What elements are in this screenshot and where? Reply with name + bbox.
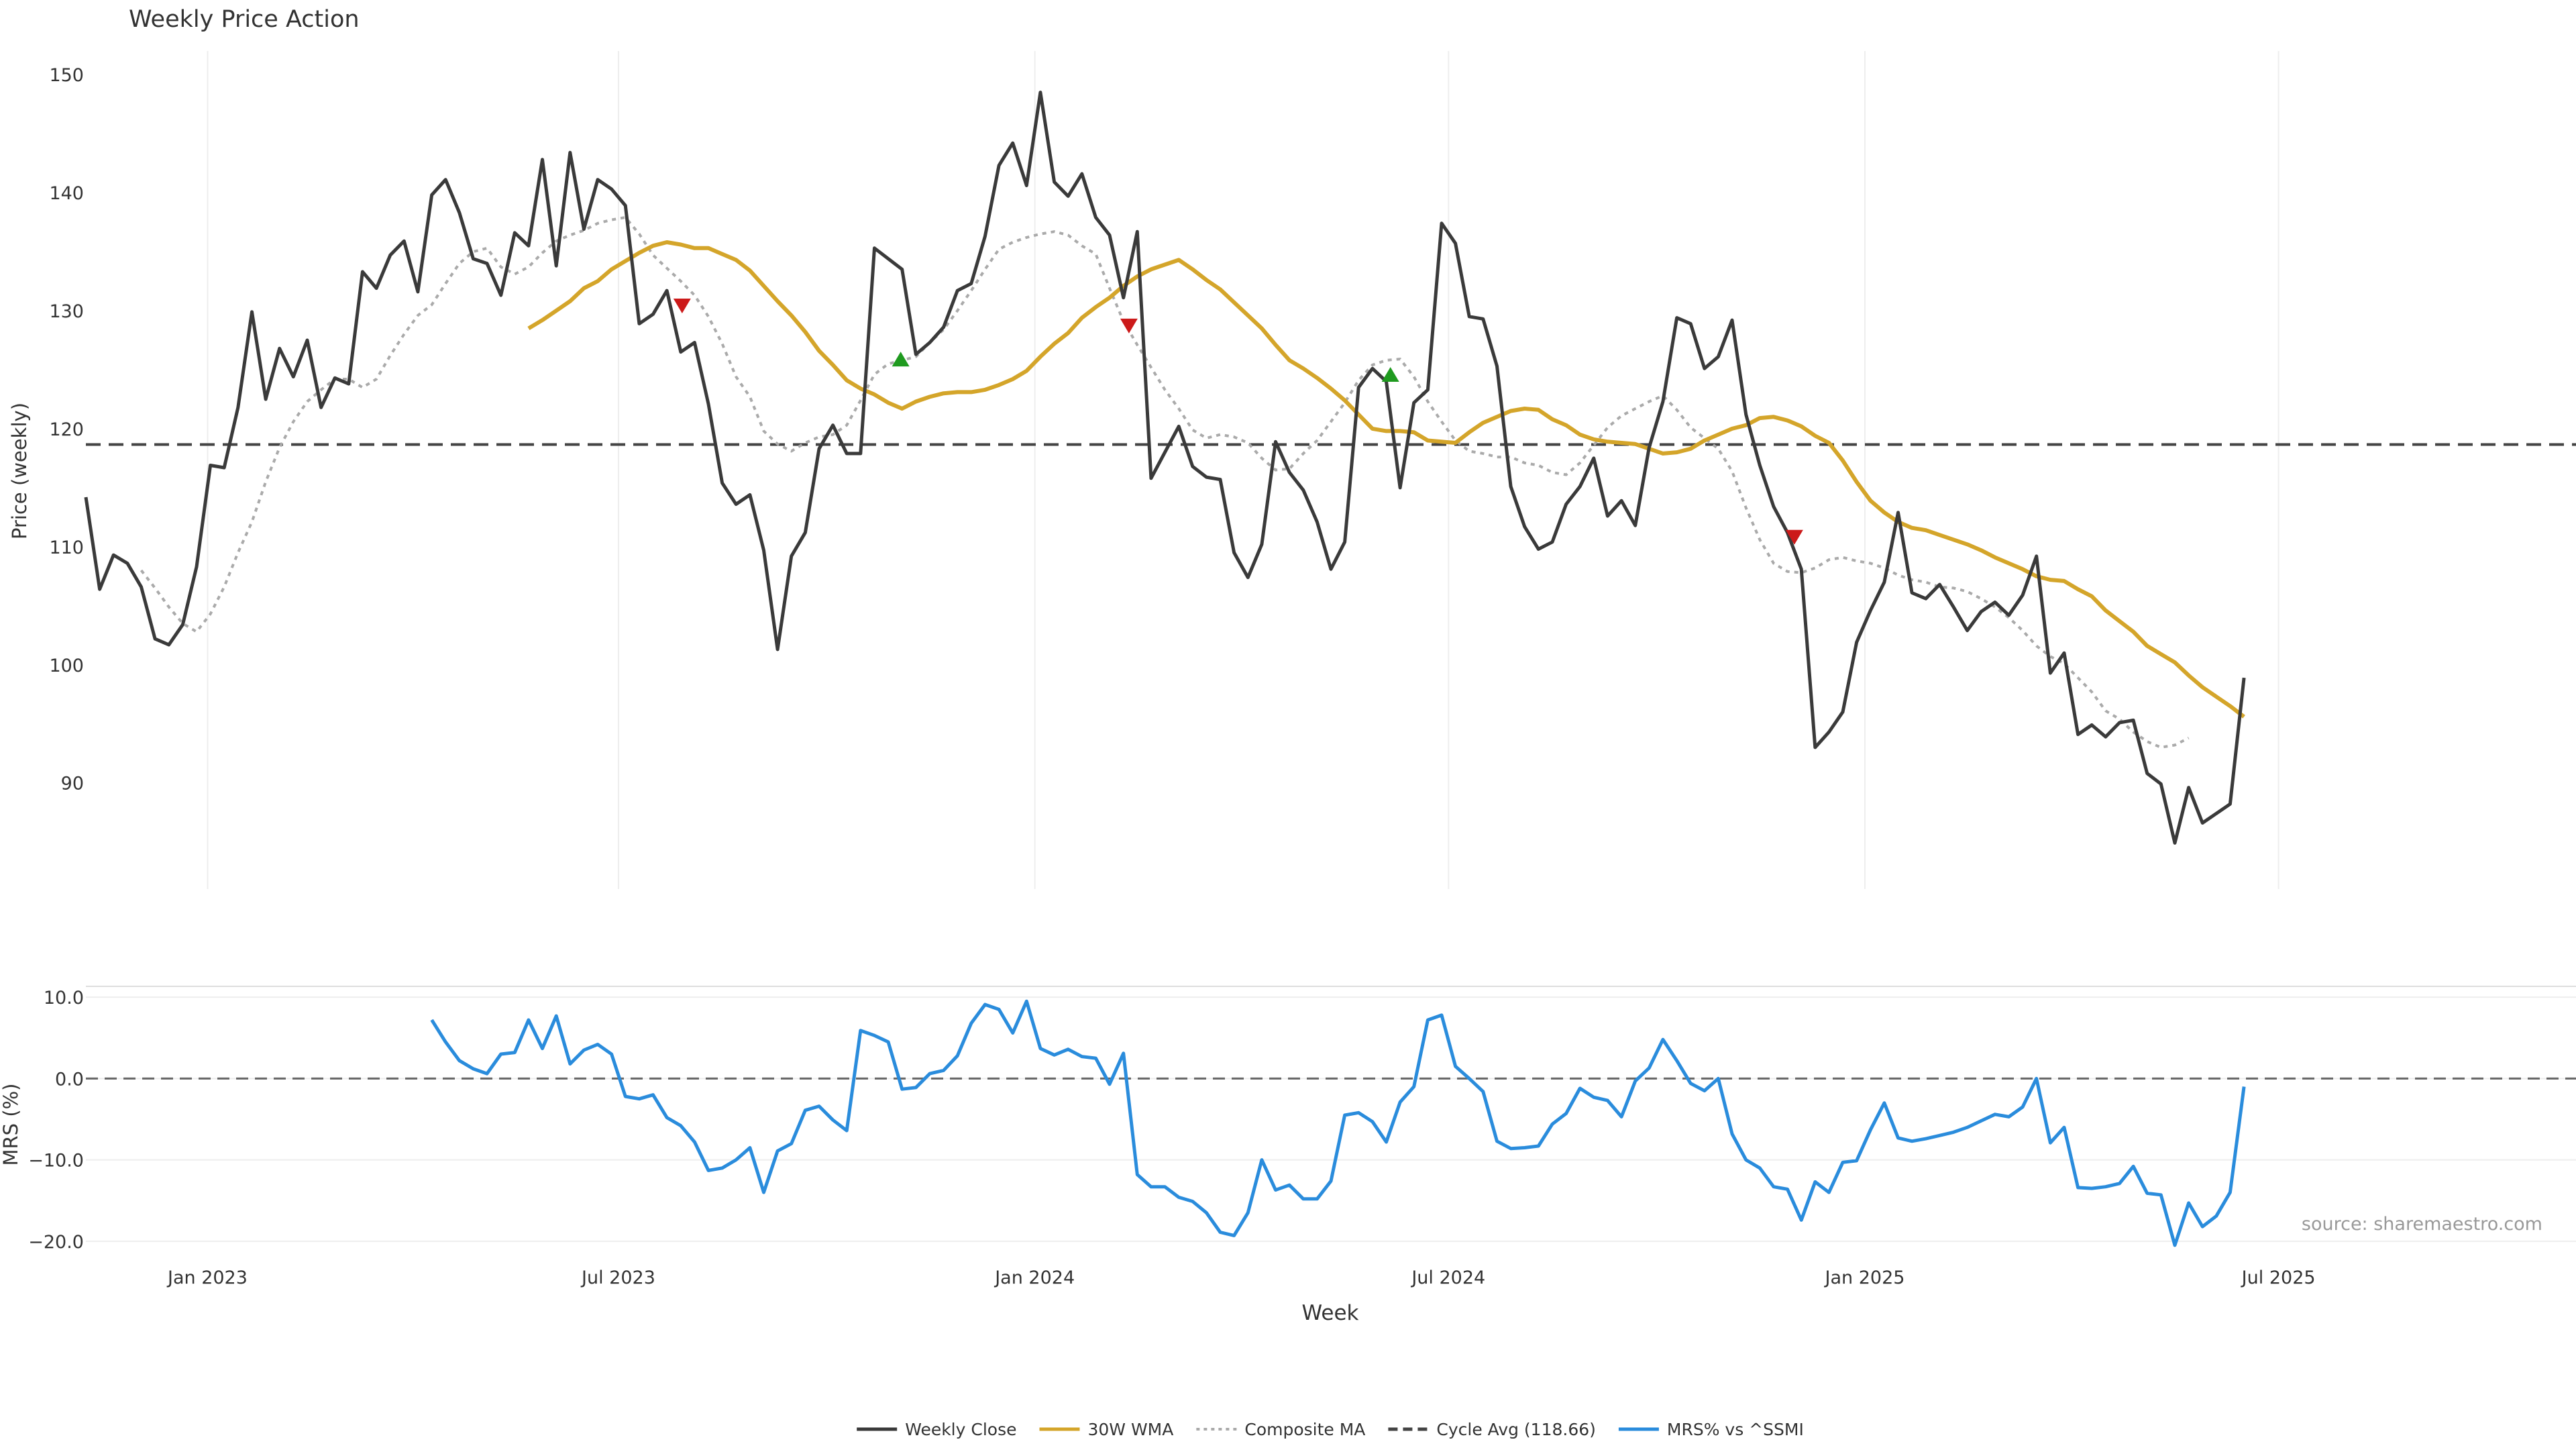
x-tick-label: Jul 2024	[1410, 1267, 1485, 1288]
legend-label: 30W WMA	[1087, 1420, 1173, 1439]
legend-label: MRS% vs ^SSMI	[1667, 1420, 1804, 1439]
mrs-y-tick-label: −10.0	[28, 1151, 84, 1172]
legend-item: Composite MA	[1196, 1420, 1365, 1439]
price-y-tick-label: 120	[49, 419, 84, 440]
x-tick-label: Jul 2023	[580, 1267, 655, 1288]
buy-signal-marker	[1381, 367, 1399, 382]
chart-title: Weekly Price Action	[129, 6, 360, 33]
mrs-y-tick-label: 0.0	[55, 1069, 84, 1090]
price-y-tick-label: 150	[49, 65, 84, 86]
price-y-tick-label: 100	[49, 656, 84, 676]
legend-item: MRS% vs ^SSMI	[1618, 1420, 1804, 1439]
composite-ma-line	[140, 215, 2190, 749]
x-tick-label: Jul 2025	[2241, 1267, 2316, 1288]
sell-signal-marker	[1120, 318, 1138, 333]
weekly-close-line	[84, 91, 2246, 845]
price-y-tick-label: 90	[61, 774, 84, 794]
legend-item: Cycle Avg (118.66)	[1388, 1420, 1596, 1439]
sell-signal-marker	[1785, 529, 1803, 545]
legend-label: Weekly Close	[905, 1420, 1016, 1439]
mrs-series	[86, 999, 2576, 1247]
mrs-grid: −20.0 −10.0 0.0 10.0	[28, 986, 2576, 1253]
x-tick-label: Jan 2024	[994, 1267, 1075, 1288]
price-y-tick-label: 110	[49, 537, 84, 558]
legend-label: Composite MA	[1244, 1420, 1365, 1439]
price-grid: 90 100 110 120 130 140 150	[49, 51, 2279, 889]
legend-item: 30W WMA	[1039, 1420, 1173, 1439]
legend-label: Cycle Avg (118.66)	[1436, 1420, 1596, 1439]
price-series	[84, 91, 2576, 845]
legend: Weekly Close 30W WMA Composite MA Cycle Avg…	[857, 1420, 1804, 1439]
x-axis-label: Week	[1302, 1301, 1359, 1325]
mrs-y-tick-label: −20.0	[28, 1232, 84, 1253]
mrs-y-tick-label: 10.0	[44, 988, 84, 1008]
legend-item: Weekly Close	[857, 1420, 1016, 1439]
wma-30w-line	[527, 240, 2245, 719]
x-tick-label: Jan 2025	[1824, 1267, 1905, 1288]
price-y-axis-label: Price (weekly)	[8, 403, 31, 539]
mrs-y-axis-label: MRS (%)	[0, 1084, 22, 1166]
source-note: source: sharemaestro.com	[2302, 1214, 2542, 1235]
sell-signal-marker	[673, 298, 691, 313]
x-tick-label: Jan 2023	[166, 1267, 248, 1288]
buy-signal-marker	[892, 352, 910, 367]
price-y-tick-label: 140	[49, 183, 84, 204]
price-y-tick-label: 130	[49, 301, 84, 322]
mrs-line	[430, 999, 2246, 1247]
x-ticks: Jan 2023 Jul 2023 Jan 2024 Jul 2024 Jan 2025…	[166, 1267, 2316, 1288]
